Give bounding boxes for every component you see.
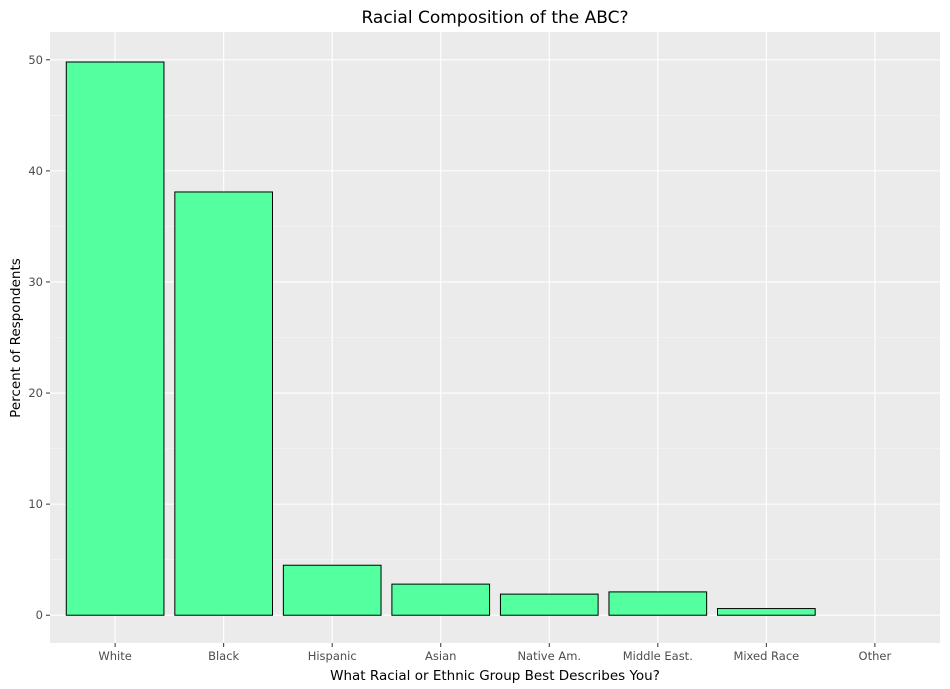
x-tick-label: Mixed Race (733, 649, 799, 663)
x-tick-label: Other (859, 649, 892, 663)
bars (65, 61, 816, 616)
y-axis-ticks: 0 10 20 30 40 50 (28, 53, 50, 622)
x-tick-label: White (98, 649, 131, 663)
y-tick-label: 0 (36, 608, 43, 622)
x-tick-label: Black (208, 649, 239, 663)
x-tick-label: Hispanic (308, 649, 357, 663)
bar-black (174, 191, 274, 616)
bar-mixed-race (717, 608, 816, 616)
y-tick-label: 40 (28, 164, 43, 178)
x-axis-ticks: White Black Hispanic Asian Native Am. Middle … (98, 643, 891, 663)
x-tick-label: Native Am. (517, 649, 581, 663)
y-tick-label: 10 (28, 497, 43, 511)
x-tick-label: Middle East. (623, 649, 693, 663)
y-tick-label: 20 (28, 386, 43, 400)
bar-middle-east (608, 591, 708, 616)
chart-title: Racial Composition of the ABC? (361, 8, 628, 28)
bar-hispanic (282, 564, 382, 616)
bar-asian (391, 583, 491, 616)
bar-native-am (499, 593, 599, 616)
x-tick-label: Asian (425, 649, 456, 663)
y-tick-label: 30 (28, 275, 43, 289)
x-axis-title: What Racial or Ethnic Group Best Describ… (330, 668, 660, 684)
y-axis-title: Percent of Respondents (8, 258, 24, 418)
y-tick-label: 50 (28, 53, 43, 67)
bar-white (65, 61, 165, 616)
